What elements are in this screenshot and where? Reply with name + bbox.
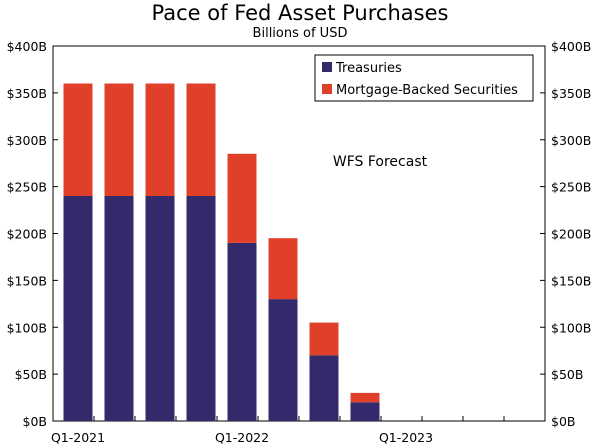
y-tick-label-right: $150B xyxy=(551,273,591,288)
y-tick-label-right: $350B xyxy=(551,86,591,101)
legend-label-treasuries: Treasuries xyxy=(335,61,402,76)
x-tick-label: Q1-2021 xyxy=(51,430,105,445)
bar-mbs xyxy=(268,238,298,300)
bar-mbs xyxy=(104,83,134,196)
bar-treasuries xyxy=(227,242,257,421)
y-tick-label-left: $200B xyxy=(7,227,47,242)
legend-label-mbs: Mortgage-Backed Securities xyxy=(336,83,518,98)
y-axis-left: $0B $50B $100B $150B $200B $250B $300B $350B $40… xyxy=(7,39,58,429)
x-tick-label: Q1-2022 xyxy=(215,430,269,445)
bar-treasuries xyxy=(350,402,380,421)
legend-swatch-mbs xyxy=(322,84,332,94)
x-tick-label: Q1-2023 xyxy=(379,430,433,445)
y-tick-label-right: $0B xyxy=(551,414,575,429)
bar-treasuries xyxy=(63,196,93,421)
bar-mbs xyxy=(309,322,339,356)
legend-swatch-treasuries xyxy=(322,62,332,72)
y-tick-label-left: $100B xyxy=(7,320,47,335)
y-axis-right: $0B $50B $100B $150B $200B $250B $300B $350B $40… xyxy=(540,39,591,429)
y-tick-label-left: $50B xyxy=(15,367,47,382)
y-tick-label-right: $200B xyxy=(551,227,591,242)
chart-subtitle: Billions of USD xyxy=(253,26,348,41)
y-tick-label-left: $300B xyxy=(7,133,47,148)
bar-mbs xyxy=(145,83,175,196)
bar-treasuries xyxy=(104,196,134,421)
bar-treasuries xyxy=(268,299,298,421)
y-tick-label-left: $250B xyxy=(7,180,47,195)
bar-mbs xyxy=(63,83,93,196)
y-tick-label-left: $0B xyxy=(23,414,47,429)
y-tick-label-right: $50B xyxy=(551,367,583,382)
bar-treasuries xyxy=(309,355,339,421)
x-axis: Q1-2021 Q1-2022 Q1-2023 xyxy=(51,416,505,445)
y-tick-label-right: $100B xyxy=(551,320,591,335)
bars xyxy=(63,83,380,421)
legend-box xyxy=(314,54,534,102)
chart-title: Pace of Fed Asset Purchases xyxy=(152,1,449,25)
bar-mbs xyxy=(227,153,257,243)
bar-mbs xyxy=(186,83,216,196)
y-tick-label-right: $300B xyxy=(551,133,591,148)
bar-mbs xyxy=(350,392,380,403)
y-tick-label-left: $350B xyxy=(7,86,47,101)
y-tick-label-left: $400B xyxy=(7,39,47,54)
y-tick-label-right: $400B xyxy=(551,39,591,54)
legend: Treasuries Mortgage-Backed Securities xyxy=(314,54,534,102)
bar-treasuries xyxy=(145,196,175,421)
forecast-annotation: WFS Forecast xyxy=(333,154,428,170)
bar-treasuries xyxy=(186,196,216,421)
y-tick-label-left: $150B xyxy=(7,273,47,288)
y-tick-label-right: $250B xyxy=(551,180,591,195)
